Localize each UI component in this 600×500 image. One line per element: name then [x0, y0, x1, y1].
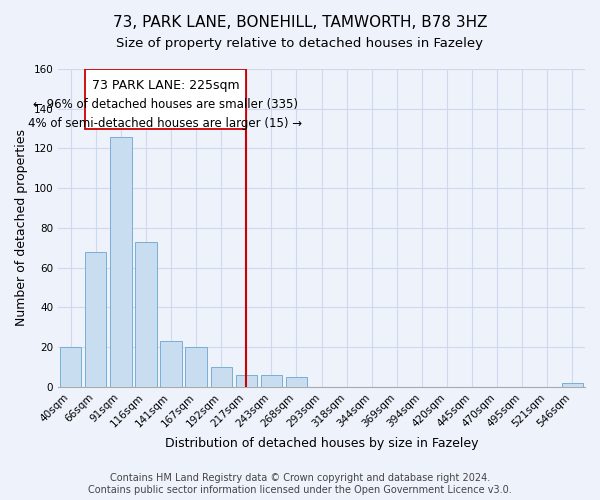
- Bar: [185, 347, 207, 387]
- Bar: [286, 377, 307, 387]
- Bar: [160, 341, 182, 387]
- Bar: [261, 375, 282, 387]
- Bar: [136, 242, 157, 387]
- Text: Contains HM Land Registry data © Crown copyright and database right 2024.
Contai: Contains HM Land Registry data © Crown c…: [88, 474, 512, 495]
- Bar: [85, 252, 106, 387]
- Text: 73 PARK LANE: 225sqm: 73 PARK LANE: 225sqm: [92, 79, 239, 92]
- Bar: [85, 69, 247, 128]
- Text: ← 96% of detached houses are smaller (335): ← 96% of detached houses are smaller (33…: [33, 98, 298, 111]
- Text: Size of property relative to detached houses in Fazeley: Size of property relative to detached ho…: [116, 38, 484, 51]
- Bar: [60, 347, 82, 387]
- Text: 73, PARK LANE, BONEHILL, TAMWORTH, B78 3HZ: 73, PARK LANE, BONEHILL, TAMWORTH, B78 3…: [113, 15, 487, 30]
- X-axis label: Distribution of detached houses by size in Fazeley: Distribution of detached houses by size …: [165, 437, 478, 450]
- Bar: [236, 375, 257, 387]
- Bar: [562, 383, 583, 387]
- Y-axis label: Number of detached properties: Number of detached properties: [15, 130, 28, 326]
- Bar: [110, 136, 131, 387]
- Bar: [211, 367, 232, 387]
- Text: 4% of semi-detached houses are larger (15) →: 4% of semi-detached houses are larger (1…: [28, 116, 302, 130]
